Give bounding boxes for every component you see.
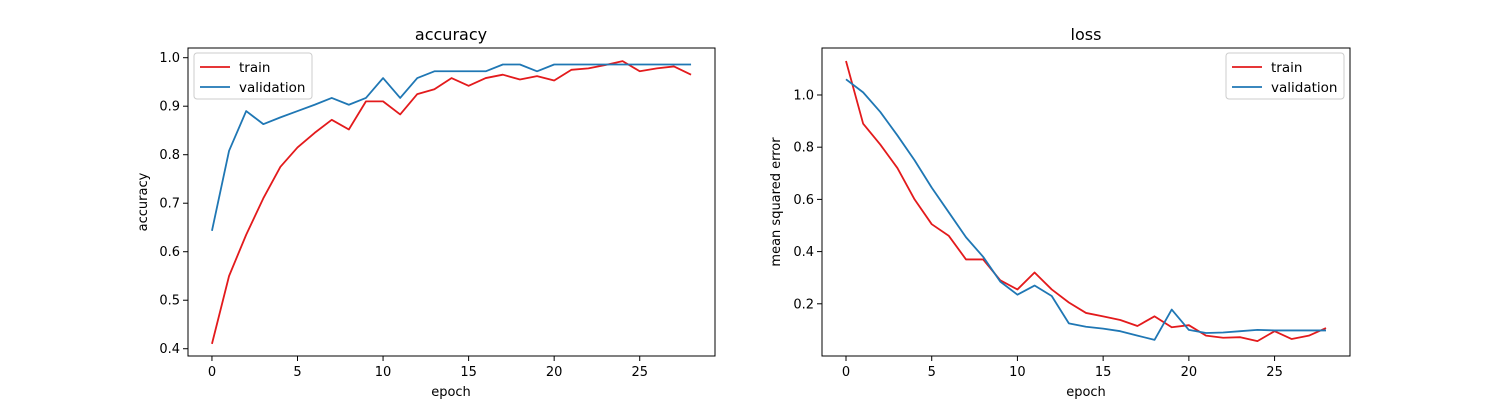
loss-y-tick-label: 1.0 <box>793 88 814 103</box>
loss-chart: loss epoch mean squared error 0 5 10 15 20 25… <box>769 25 1351 400</box>
accuracy-y-tick-label: 0.4 <box>159 342 180 357</box>
accuracy-chart: accuracy epoch accuracy 0 5 10 15 20 25 0.4 0.5… <box>136 25 716 400</box>
loss-x-tick-label: 25 <box>1266 365 1283 380</box>
loss-series-train-line <box>845 60 1327 343</box>
loss-x-tick-label: 20 <box>1181 365 1198 380</box>
accuracy-y-tick-label: 0.8 <box>159 148 180 163</box>
loss-x-tick-label: 10 <box>1009 365 1026 380</box>
loss-x-tick-label: 15 <box>1095 365 1112 380</box>
loss-y-tick-label: 0.2 <box>793 297 814 312</box>
accuracy-x-tick-label: 0 <box>208 365 216 380</box>
accuracy-x-tick-label: 20 <box>546 365 563 380</box>
loss-y-tick-label: 0.8 <box>793 141 814 156</box>
loss-x-axis-label: epoch <box>1066 385 1106 400</box>
accuracy-x-tick-label: 15 <box>460 365 477 380</box>
accuracy-y-tick-label: 0.6 <box>159 245 180 260</box>
accuracy-y-tick-label: 0.5 <box>159 294 180 309</box>
accuracy-y-tick-label: 1.0 <box>159 51 180 66</box>
loss-y-tick-label: 0.6 <box>793 193 814 208</box>
loss-series-validation-line <box>845 78 1326 341</box>
accuracy-legend-label-validation: validation <box>239 80 305 96</box>
accuracy-x-tick-label: 5 <box>293 365 301 380</box>
loss-y-axis-label: mean squared error <box>769 137 784 267</box>
loss-x-tick-label: 0 <box>842 365 850 380</box>
accuracy-y-tick-label: 0.9 <box>159 100 180 115</box>
accuracy-chart-title: accuracy <box>415 25 487 44</box>
accuracy-legend-label-train: train <box>239 60 270 76</box>
accuracy-legend: train validation <box>193 52 313 100</box>
accuracy-x-axis-label: epoch <box>431 385 471 400</box>
accuracy-x-tick-label: 10 <box>375 365 392 380</box>
accuracy-series-validation-line <box>211 63 692 232</box>
accuracy-y-axis-label: accuracy <box>136 172 151 231</box>
loss-chart-title: loss <box>1071 25 1102 44</box>
accuracy-plot-frame <box>187 47 716 357</box>
loss-y-tick-label: 0.4 <box>793 245 814 260</box>
accuracy-y-tick-label: 0.7 <box>159 197 180 212</box>
loss-plot-frame <box>821 47 1351 357</box>
loss-legend-label-validation: validation <box>1271 80 1337 96</box>
loss-x-tick-label: 5 <box>928 365 936 380</box>
loss-legend: train validation <box>1225 52 1345 100</box>
loss-legend-label-train: train <box>1271 60 1302 76</box>
accuracy-x-tick-label: 25 <box>631 365 648 380</box>
